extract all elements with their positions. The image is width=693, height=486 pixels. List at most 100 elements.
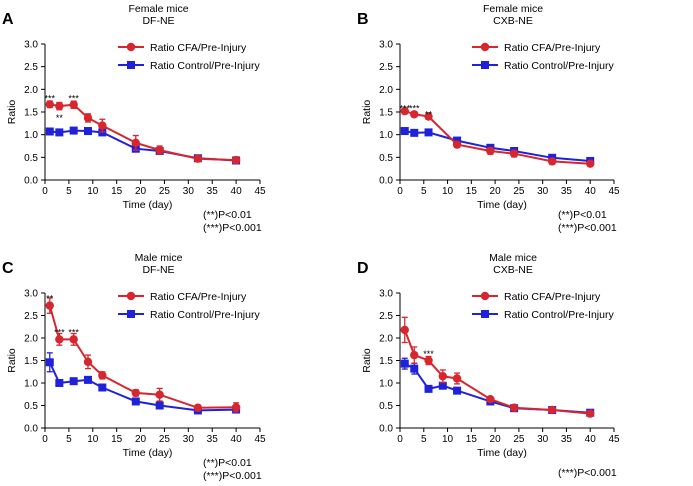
data-point (424, 112, 433, 121)
x-tick-label: 5 (421, 186, 427, 197)
data-point (586, 159, 595, 168)
data-point (400, 325, 409, 335)
x-tick-label: 40 (585, 186, 597, 197)
data-point (586, 409, 595, 418)
chart-subtitle: DF-NE (142, 264, 174, 276)
legend-item-cfa: Ratio CFA/Pre-Injury (118, 291, 247, 303)
data-point (486, 395, 495, 404)
data-point (69, 100, 78, 109)
y-tick-label: 2.5 (24, 62, 38, 73)
x-tick-label: 5 (421, 434, 427, 445)
chart-subtitle: DF-NE (142, 15, 174, 27)
data-point (83, 357, 93, 367)
y-tick-label: 2.5 (379, 62, 393, 73)
data-point (45, 358, 54, 367)
x-tick-label: 5 (66, 434, 72, 445)
y-tick-label: 1.0 (379, 379, 393, 390)
y-tick-label: 3.0 (24, 289, 38, 300)
data-point (438, 372, 447, 381)
series-line-control (404, 130, 591, 162)
data-point (453, 386, 462, 395)
x-tick-label: 0 (42, 434, 48, 445)
x-tick-label: 45 (608, 434, 620, 445)
x-tick-label: 20 (135, 434, 147, 445)
legend-label: Ratio CFA/Pre-Injury (504, 42, 601, 54)
x-tick-label: 0 (397, 434, 403, 445)
data-point (155, 390, 164, 399)
data-point (83, 113, 93, 123)
legend-label: Ratio Control/Pre-Injury (504, 60, 614, 72)
chart-subtitle: CXB-NE (493, 15, 533, 27)
y-tick-label: 3.0 (379, 289, 393, 300)
data-point (410, 350, 419, 360)
series-line-cfa (48, 305, 237, 409)
significance-label: *** (423, 349, 434, 359)
series-line-cfa (49, 103, 237, 162)
significance-label: *** (54, 328, 65, 338)
x-tick-label: 25 (513, 434, 525, 445)
p-value-note: (**)P<0.01 (558, 209, 607, 221)
x-tick-label: 45 (254, 186, 266, 197)
legend-label: Ratio CFA/Pre-Injury (504, 291, 601, 303)
data-point (55, 335, 64, 344)
legend-marker (126, 42, 136, 52)
x-tick-label: 35 (561, 434, 573, 445)
y-tick-label: 1.5 (379, 356, 393, 367)
data-point (509, 403, 519, 412)
data-point (55, 128, 64, 137)
x-tick-label: 10 (87, 186, 99, 197)
series-control (400, 357, 595, 417)
series-control (400, 127, 595, 165)
series-line-cfa (404, 110, 591, 165)
p-value-note: (**)P<0.01 (203, 209, 252, 221)
x-tick-label: 30 (183, 186, 195, 197)
x-tick-label: 20 (490, 434, 502, 445)
y-axis-title: Ratio (6, 348, 18, 373)
y-axis-title: Ratio (361, 100, 373, 125)
data-point (231, 403, 241, 412)
data-point (69, 377, 78, 386)
x-axis-title: Time (day) (123, 199, 173, 211)
y-tick-label: 1.0 (24, 379, 38, 390)
x-tick-label: 10 (442, 186, 454, 197)
y-axis-title: Ratio (6, 100, 18, 125)
x-tick-label: 45 (608, 186, 620, 197)
significance-label: *** (68, 328, 79, 338)
panel-letter: D (357, 260, 369, 277)
data-point (424, 384, 433, 393)
y-tick-label: 1.5 (379, 108, 393, 119)
series-cfa (45, 100, 241, 165)
x-tick-label: 25 (159, 434, 171, 445)
chart-title: Male mice (489, 252, 537, 264)
x-axis-title: Time (day) (123, 447, 173, 459)
legend-label: Ratio Control/Pre-Injury (150, 309, 260, 321)
p-value-note: (***)P<0.001 (203, 222, 262, 234)
data-point (131, 397, 140, 406)
data-point (98, 371, 107, 380)
data-point (509, 149, 519, 158)
x-tick-label: 20 (490, 186, 502, 197)
data-point (155, 401, 164, 410)
data-point (400, 359, 409, 368)
x-tick-label: 10 (87, 434, 99, 445)
data-point (69, 335, 78, 344)
x-tick-label: 15 (111, 434, 123, 445)
y-tick-label: 3.0 (24, 40, 38, 51)
x-tick-label: 30 (183, 434, 195, 445)
legend-marker (481, 310, 489, 318)
panel-letter: C (2, 260, 14, 277)
data-point (155, 145, 164, 155)
y-tick-label: 0.5 (24, 401, 38, 412)
y-tick-label: 1.0 (24, 130, 38, 141)
series-line-control (404, 362, 591, 414)
legend-label: Ratio CFA/Pre-Injury (150, 291, 247, 303)
y-tick-label: 2.0 (379, 334, 393, 345)
y-tick-label: 0.5 (379, 153, 393, 164)
data-point (69, 126, 78, 135)
y-tick-label: 2.0 (24, 334, 38, 345)
y-tick-label: 1.0 (379, 130, 393, 141)
data-point (98, 121, 107, 130)
chart-title: Male mice (135, 252, 183, 264)
